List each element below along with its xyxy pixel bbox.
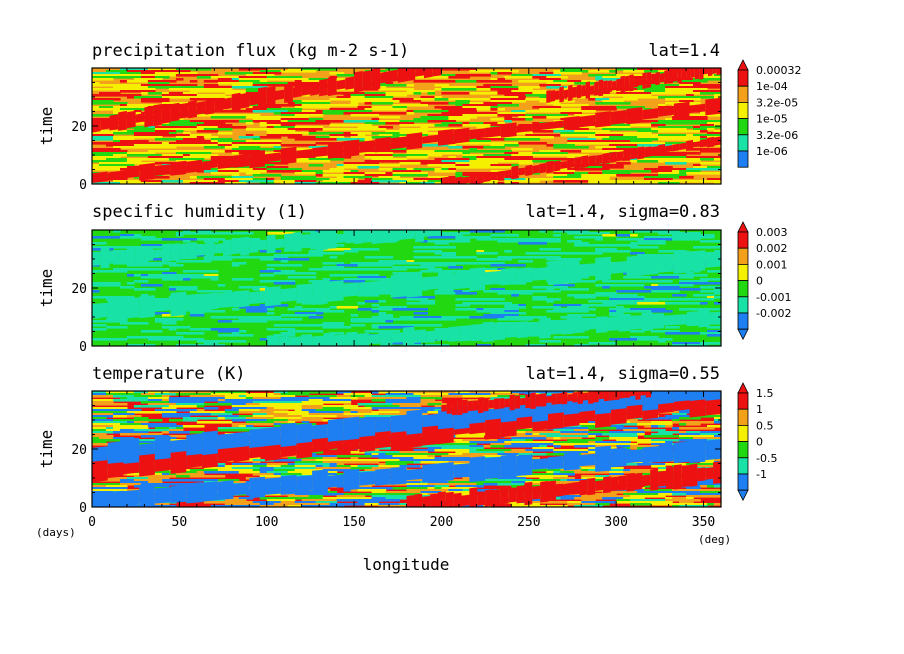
heatmap-field: [92, 391, 721, 507]
panel-title: temperature (K): [92, 364, 246, 384]
colorbar-label: 3.2e-06: [756, 129, 798, 142]
heatmap-plot: 0 20: [71, 67, 722, 193]
colorbar-label: 0.003: [756, 226, 788, 239]
colorbar-swatch: [737, 263, 749, 281]
x-tick-label: 50: [172, 515, 188, 530]
x-tick-label: 200: [430, 515, 453, 530]
colorbar-label: -1: [756, 468, 767, 481]
panel-temperature: temperature (K) lat=1.4, sigma=0.55 0 50 1…: [36, 364, 777, 574]
y-tick-label: 20: [71, 282, 87, 297]
colorbar-swatch: [737, 118, 749, 136]
colorbar-label: 3.2e-05: [756, 96, 798, 109]
colorbar-label: 1e-06: [756, 145, 788, 158]
colorbar-swatch: [737, 408, 749, 426]
panel-location: lat=1.4, sigma=0.83: [526, 202, 720, 222]
x-tick-label: 0: [88, 515, 96, 530]
colorbar-swatch: [737, 247, 749, 265]
x-tick-label: 300: [604, 515, 627, 530]
colorbar-swatch: [737, 296, 749, 314]
x-tick-label: 150: [342, 515, 365, 530]
heatmap-field: [92, 230, 721, 346]
panel-title: specific humidity (1): [92, 202, 307, 222]
panel-precipitation: precipitation flux (kg m-2 s-1) lat=1.4 …: [37, 41, 802, 193]
colorbar-swatch: [737, 134, 749, 152]
y-tick-label: 20: [71, 443, 87, 458]
colorbar-label: 1.5: [756, 387, 774, 400]
y-tick-label: 0: [79, 340, 87, 355]
y-axis-label: time: [37, 269, 56, 308]
colorbar-label: 0.5: [756, 419, 774, 432]
panel-location: lat=1.4: [648, 41, 720, 61]
colorbar-swatch: [737, 85, 749, 103]
heatmap-field: [92, 68, 721, 184]
colorbar-label: 1e-04: [756, 80, 788, 93]
colorbar-extend-top: [737, 382, 749, 394]
heatmap-plot: 0 50 100 150 200 250 300 350 0 20: [71, 390, 722, 530]
x-tick-label: 350: [692, 515, 715, 530]
colorbar-label: 0.002: [756, 242, 788, 255]
colorbar-swatch: [737, 457, 749, 475]
colorbar-extend-top: [737, 59, 749, 71]
colorbar-swatch: [737, 473, 749, 491]
x-tick-label: 250: [517, 515, 540, 530]
heatmap-plot: 0 20: [71, 229, 722, 355]
colorbar-swatch: [737, 280, 749, 298]
colorbar-label: 1: [756, 403, 763, 416]
colorbar-label: 0.001: [756, 258, 788, 271]
colorbar: 1.5 1 0.5 0 -0.5 -1: [737, 382, 777, 502]
colorbar-swatch: [737, 424, 749, 442]
colorbar-extend-top: [737, 221, 749, 233]
y-axis-label: time: [37, 107, 56, 146]
y-axis-label: time: [37, 430, 56, 469]
colorbar-swatch: [737, 392, 749, 410]
y-tick-label: 20: [71, 120, 87, 135]
colorbar-label: 0: [756, 275, 763, 288]
colorbar-label: -0.002: [756, 307, 791, 320]
panel-title: precipitation flux (kg m-2 s-1): [92, 41, 409, 61]
colorbar-swatch: [737, 69, 749, 87]
x-unit-label: (deg): [698, 533, 731, 546]
colorbar: 0.00032 1e-04 3.2e-05 1e-05 3.2e-06 1e-06: [737, 59, 802, 168]
panel-specific-humidity: specific humidity (1) lat=1.4, sigma=0.8…: [37, 202, 791, 355]
colorbar-swatch: [737, 231, 749, 249]
panel-location: lat=1.4, sigma=0.55: [526, 364, 720, 384]
x-axis-label: longitude: [363, 555, 450, 574]
colorbar-swatch: [737, 150, 749, 168]
y-unit-label: (days): [36, 526, 76, 539]
colorbar-label: 0.00032: [756, 64, 802, 77]
x-tick-label: 100: [255, 515, 278, 530]
y-tick-label: 0: [79, 501, 87, 516]
colorbar-label: 0: [756, 436, 763, 449]
colorbar-label: -0.001: [756, 291, 791, 304]
colorbar: 0.003 0.002 0.001 0 -0.001 -0.002: [737, 221, 791, 341]
colorbar-swatch: [737, 102, 749, 120]
colorbar-swatch: [737, 441, 749, 459]
colorbar-swatch: [737, 312, 749, 330]
colorbar-label: -0.5: [756, 452, 777, 465]
colorbar-label: 1e-05: [756, 113, 788, 126]
y-tick-label: 0: [79, 178, 87, 193]
colorbar-extend-bottom: [737, 328, 749, 341]
colorbar-extend-bottom: [737, 489, 749, 502]
